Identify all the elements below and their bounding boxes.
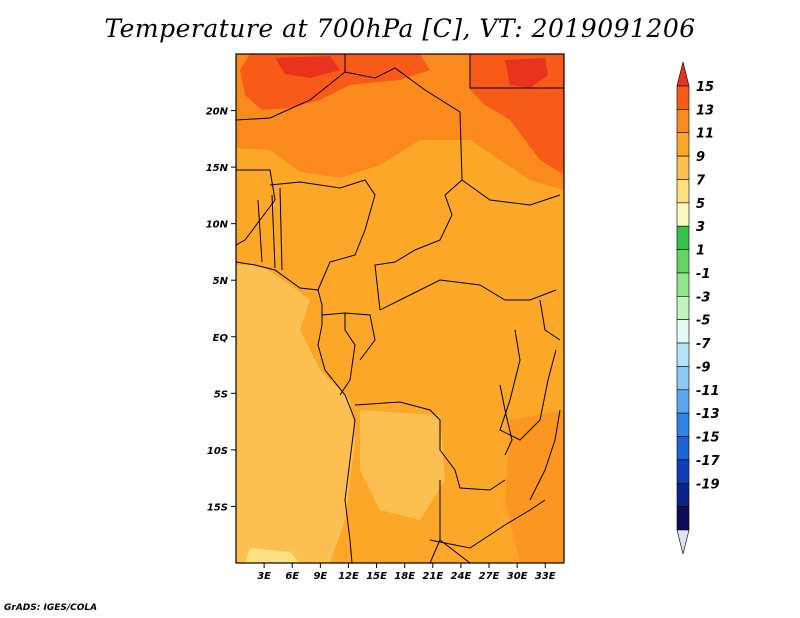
colorbar-segment bbox=[676, 366, 690, 391]
colorbar-segment bbox=[676, 459, 690, 484]
colorbar-segment bbox=[676, 319, 690, 344]
lat-tick-label: 5N bbox=[213, 276, 229, 287]
field-11c-east bbox=[505, 410, 564, 563]
lat-tick-label: EQ bbox=[213, 333, 229, 344]
border-chad-sudan bbox=[374, 179, 463, 311]
colorbar-label: -17 bbox=[696, 454, 720, 469]
colorbar-label: 9 bbox=[696, 150, 705, 165]
lat-tick-label: 15N bbox=[206, 163, 229, 174]
lon-tick-label: 12E bbox=[338, 571, 359, 582]
colorbar-label: 5 bbox=[696, 197, 705, 212]
colorbar-bottom-arrow bbox=[676, 529, 690, 555]
border-cameroon-gabon bbox=[321, 312, 376, 361]
colorbar-label: 7 bbox=[696, 173, 706, 188]
colorbar-label: 11 bbox=[696, 127, 714, 142]
colorbar-segment bbox=[676, 272, 690, 297]
lake-tanganyika bbox=[499, 384, 513, 456]
border-zambia-south bbox=[429, 499, 546, 549]
colorbar-segment bbox=[676, 412, 690, 437]
border-libya-egypt bbox=[469, 54, 564, 89]
border-benin bbox=[279, 187, 283, 271]
lon-tick-label: 9E bbox=[313, 571, 327, 582]
colorbar-label: -3 bbox=[696, 290, 710, 305]
field-15c-northeast bbox=[505, 58, 548, 88]
map-frame bbox=[235, 53, 565, 564]
field-13c-northeast bbox=[470, 54, 564, 175]
border-congo bbox=[339, 313, 356, 396]
lon-tick-label: 27E bbox=[479, 571, 500, 582]
border-nigeria bbox=[269, 179, 376, 291]
colorbar-top-arrow bbox=[676, 61, 690, 87]
lon-tick-label: 15E bbox=[366, 571, 387, 582]
lat-tick-label: 20N bbox=[206, 107, 229, 118]
map-title: Temperature at 700hPa [C], VT: 201909120… bbox=[104, 14, 696, 43]
border-drc-angola bbox=[354, 401, 506, 491]
border-mozambique bbox=[529, 409, 561, 501]
colorbar-label: 1 bbox=[696, 244, 705, 259]
colorbar-label: -13 bbox=[696, 407, 720, 422]
colorbar-segment bbox=[676, 436, 690, 461]
colorbar-label: -1 bbox=[696, 267, 710, 282]
colorbar-label: -7 bbox=[696, 337, 711, 352]
colorbar-segment bbox=[676, 155, 690, 180]
coastline-west-africa bbox=[236, 261, 356, 563]
lon-tick-label: 3E bbox=[257, 571, 271, 582]
colorbar-label: -11 bbox=[696, 384, 720, 399]
colorbar-segment bbox=[676, 225, 690, 250]
colorbar-segment bbox=[676, 85, 690, 110]
colorbar-label: -15 bbox=[696, 431, 720, 446]
lat-tick-label: 5S bbox=[214, 389, 228, 400]
colorbar-label: 13 bbox=[696, 103, 714, 118]
colorbar-label: -19 bbox=[696, 477, 720, 492]
border-car-drc bbox=[379, 279, 557, 311]
border-kenya bbox=[539, 299, 561, 341]
colorbar-segment bbox=[676, 342, 690, 367]
lon-tick-label: 18E bbox=[394, 571, 415, 582]
lon-tick-label: 24E bbox=[451, 571, 472, 582]
colorbar-segment bbox=[676, 389, 690, 414]
border-ghana-togo bbox=[257, 194, 276, 269]
colorbar-segment bbox=[676, 202, 690, 227]
border-south-africa bbox=[439, 539, 471, 563]
colorbar-label: -5 bbox=[696, 314, 710, 329]
colorbar: 15 13 11 9 7 5 3 1 -1 -3 -5 -7 -9 -11 -13 -15 -17 -19 bbox=[676, 61, 720, 555]
border-west-interior bbox=[236, 169, 276, 246]
colorbar-segment bbox=[676, 506, 690, 531]
colorbar-segment bbox=[676, 482, 690, 507]
lat-tick-label: 15S bbox=[207, 502, 228, 513]
field-5c-southwest bbox=[245, 548, 300, 563]
colorbar-label: -9 bbox=[696, 360, 710, 375]
colorbar-segment bbox=[676, 132, 690, 157]
lat-tick-label: 10N bbox=[206, 220, 229, 231]
colorbar-segment bbox=[676, 179, 690, 204]
colorbar-label: 15 bbox=[696, 80, 714, 95]
border-sudan-south bbox=[461, 179, 561, 206]
map-axes: 20N 15N 10N 5N EQ 5S 10S 15S 3E 6E 9E 12E 15E 18E 21E 2… bbox=[206, 107, 556, 582]
temperature-field bbox=[236, 54, 564, 563]
colorbar-segment bbox=[676, 109, 690, 134]
border-east-lakes bbox=[499, 329, 557, 441]
lon-tick-label: 30E bbox=[507, 571, 528, 582]
lon-tick-label: 6E bbox=[285, 571, 299, 582]
colorbar-label: 3 bbox=[696, 220, 705, 235]
field-9c-center bbox=[340, 290, 520, 480]
lon-tick-label: 21E bbox=[422, 571, 443, 582]
lon-tick-label: 33E bbox=[535, 571, 556, 582]
colorbar-segment bbox=[676, 296, 690, 320]
lat-tick-label: 10S bbox=[207, 446, 228, 457]
borders bbox=[236, 54, 564, 563]
field-7c-west bbox=[236, 265, 355, 563]
field-7c-central bbox=[360, 410, 445, 520]
grads-credit: GrADS: IGES/COLA bbox=[4, 603, 98, 613]
field-15c-north bbox=[275, 56, 340, 78]
border-sahel-north bbox=[236, 67, 463, 181]
colorbar-segment bbox=[676, 249, 690, 274]
